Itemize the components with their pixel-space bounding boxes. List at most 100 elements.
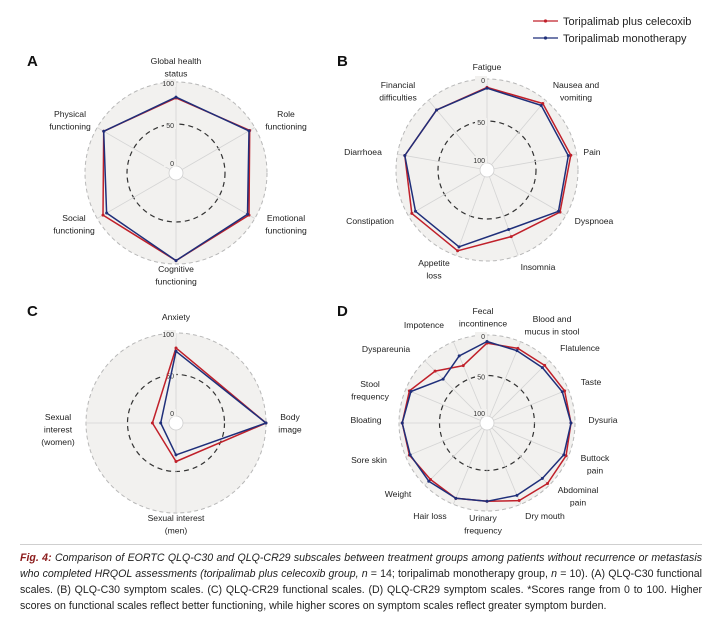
legend-marker-combo	[543, 19, 548, 23]
axis-label-global-health-status: Global health status	[151, 56, 202, 79]
data-point-sore-skin	[408, 453, 412, 457]
data-point-appetite-loss	[456, 249, 460, 253]
data-point-emotional-functioning	[246, 212, 250, 216]
data-point-abdominal-pain	[540, 476, 544, 480]
tick-label: 0	[481, 334, 485, 341]
data-point-taste	[563, 389, 567, 393]
axis-label-body-image: Body image	[278, 412, 302, 435]
legend-entry-mono: Toripalimab monotherapy	[533, 33, 687, 45]
radar-center-hole	[479, 162, 495, 178]
data-point-blood-and-mucus-in-stool	[515, 349, 519, 353]
tick-label: 50	[477, 120, 485, 127]
data-point-global-health-status	[174, 95, 178, 99]
data-point-pain	[569, 153, 573, 157]
tick-label: 50	[166, 123, 174, 130]
radar-mid-ring	[437, 120, 537, 220]
axis-label-pain: Pain	[583, 147, 600, 157]
axis-label-nausea-and-vomiting: Nausea and vomiting	[553, 80, 600, 103]
data-point-buttock-pain	[564, 454, 568, 458]
series-line-toripalimab-monotherapy	[404, 87, 570, 248]
radar-spoke	[489, 341, 522, 417]
radar-spoke	[407, 173, 482, 216]
axis-label-dry-mouth: Dry mouth	[525, 511, 565, 521]
radar-spoke	[424, 427, 483, 486]
tick-label: 100	[473, 411, 485, 418]
data-point-cognitive-functioning	[174, 259, 178, 263]
data-point-physical-functioning	[102, 129, 106, 133]
data-point-anxiety	[174, 346, 178, 350]
panel-letter: B	[337, 53, 348, 70]
axis-label-blood-and-mucus-in-stool: Blood and mucus in stool	[525, 314, 580, 337]
data-point-appetite-loss	[457, 245, 461, 249]
figure-caption: Fig. 4: Comparison of EORTC QLQ-C30 and …	[20, 550, 702, 614]
data-point-dyspareunia	[441, 377, 445, 381]
data-point-urinary-frequency	[485, 499, 489, 503]
axis-label-sexual-interest-men: Sexual interest (men)	[148, 513, 205, 536]
data-point-weight	[427, 479, 431, 483]
axis-label-abdominal-pain: Abdominal pain	[558, 485, 599, 508]
data-point-flatulence	[540, 366, 544, 370]
data-point-social-functioning	[105, 211, 109, 215]
data-point-impotence	[461, 364, 465, 368]
data-point-insomnia	[509, 235, 513, 239]
tick-label: 100	[473, 158, 485, 165]
data-point-sexual-interest-women	[159, 421, 163, 425]
caption-n1-value: = 14; toripalimab monotherapy group,	[370, 568, 548, 580]
data-point-body-image	[264, 421, 268, 425]
radar-spoke	[491, 360, 550, 419]
data-point-hair-loss	[454, 496, 458, 500]
caption-n2-label: n	[551, 568, 558, 580]
legend-entry-combo: Toripalimab plus celecoxib	[533, 16, 691, 28]
tick-label-bg	[475, 372, 487, 381]
data-point-role-functioning	[247, 129, 251, 133]
data-point-buttock-pain	[562, 453, 566, 457]
axis-label-bloating: Bloating	[350, 415, 381, 425]
data-point-pain	[566, 154, 570, 158]
tick-label-bg	[475, 118, 487, 126]
tick-label: 100	[162, 332, 174, 339]
radar-spoke	[96, 127, 171, 170]
caption-title: Comparison of EORTC QLQ-C30 and QLQ-CR29…	[20, 552, 702, 580]
radar-spoke	[452, 341, 485, 417]
radar-spoke	[493, 388, 569, 421]
radar-spoke	[493, 425, 569, 458]
tick-label: 50	[477, 375, 485, 382]
radar-spoke	[491, 427, 550, 486]
radar-spoke	[491, 100, 546, 165]
axis-label-dyspnoea: Dyspnoea	[575, 216, 614, 226]
axis-label-diarrhoea: Diarrhoea	[344, 147, 382, 157]
legend: Toripalimab plus celecoxib Toripalimab m…	[533, 16, 691, 45]
axis-label-taste: Taste	[581, 377, 602, 387]
data-point-social-functioning	[101, 213, 105, 217]
axis-label-dyspareunia: Dyspareunia	[362, 344, 410, 354]
radar-center-hole	[479, 415, 495, 431]
axis-label-role-functioning: Role functioning	[265, 109, 307, 132]
legend-marker-mono	[543, 36, 548, 40]
radar-spoke	[455, 176, 485, 256]
data-point-insomnia	[507, 227, 511, 231]
axis-label-buttock-pain: Buttock pain	[581, 453, 610, 476]
legend-label-mono: Toripalimab monotherapy	[563, 33, 687, 45]
radar-spoke	[397, 153, 481, 170]
radar-spoke	[405, 425, 481, 458]
tick-label-bg	[475, 409, 487, 417]
figure-canvas: Toripalimab plus celecoxib Toripalimab m…	[27, 16, 691, 536]
panel-letter: A	[27, 53, 38, 70]
panel-a-radar-qlq-c30-functional: A 0 50 100 Global health status Role functionin…	[27, 53, 307, 287]
radar-spoke	[489, 176, 519, 256]
data-point-nausea-and-vomiting	[539, 103, 543, 107]
axis-label-cognitive-functioning: Cognitive functioning	[155, 264, 197, 287]
data-point-stool-frequency	[409, 389, 413, 393]
data-point-sexual-interest-women	[150, 421, 154, 425]
axis-label-dysuria: Dysuria	[588, 415, 617, 425]
data-point-impotence	[457, 354, 461, 358]
axis-label-sexual-interest-women: Sexual interest (women)	[41, 412, 75, 447]
caption-body: (A) QLQ-C30 functional scales. (B) QLQ-C…	[20, 568, 703, 612]
axis-label-fatigue: Fatigue	[473, 62, 502, 72]
tick-label-bg	[475, 76, 487, 84]
data-point-constipation	[413, 209, 417, 213]
radar-center-hole	[168, 165, 184, 181]
radar-spoke	[452, 429, 485, 505]
data-point-dysuria	[569, 421, 573, 425]
